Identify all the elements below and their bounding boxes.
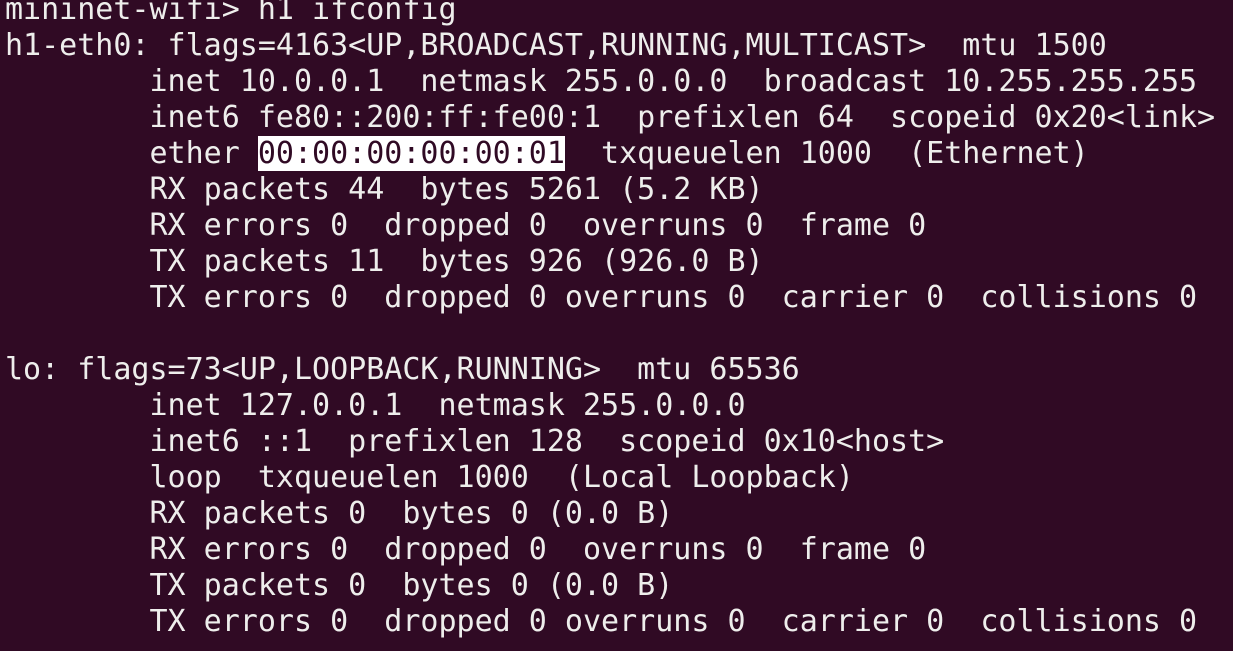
output-line: lo: flags=73<UP,LOOPBACK,RUNNING> mtu 65…: [5, 352, 800, 387]
selected-mac-address[interactable]: 00:00:00:00:00:01: [257, 136, 565, 171]
output-line: RX packets 0 bytes 0 (0.0 B): [5, 496, 674, 531]
output-line: h1-eth0: flags=4163<UP,BROADCAST,RUNNING…: [5, 28, 1107, 63]
output-line: inet 10.0.0.1 netmask 255.0.0.0 broadcas…: [5, 64, 1198, 99]
output-line-ether: ether 00:00:00:00:00:01 txqueuelen 1000 …: [5, 136, 1233, 172]
prompt-line: mininet-wifi> h1 ifconfig: [5, 0, 457, 27]
output-line: inet6 ::1 prefixlen 128 scopeid 0x10<hos…: [5, 424, 945, 459]
output-line: TX errors 0 dropped 0 overruns 0 carrier…: [5, 280, 1198, 315]
output-line: TX packets 0 bytes 0 (0.0 B): [5, 568, 674, 603]
output-line: RX packets 44 bytes 5261 (5.2 KB): [5, 172, 764, 207]
ether-suffix: txqueuelen 1000 (Ethernet): [564, 136, 1089, 171]
output-line: TX errors 0 dropped 0 overruns 0 carrier…: [5, 604, 1198, 639]
ether-label: ether: [5, 136, 258, 171]
output-line: RX errors 0 dropped 0 overruns 0 frame 0: [5, 532, 927, 567]
output-line: inet6 fe80::200:ff:fe00:1 prefixlen 64 s…: [5, 100, 1216, 135]
output-line: RX errors 0 dropped 0 overruns 0 frame 0: [5, 208, 927, 243]
output-line: TX packets 11 bytes 926 (926.0 B): [5, 244, 764, 279]
output-line: inet 127.0.0.1 netmask 255.0.0.0: [5, 388, 746, 423]
output-line: loop txqueuelen 1000 (Local Loopback): [5, 460, 854, 495]
blank-line: [5, 316, 1233, 352]
terminal-output[interactable]: mininet-wifi> h1 ifconfig h1-eth0: flags…: [5, 0, 1233, 640]
